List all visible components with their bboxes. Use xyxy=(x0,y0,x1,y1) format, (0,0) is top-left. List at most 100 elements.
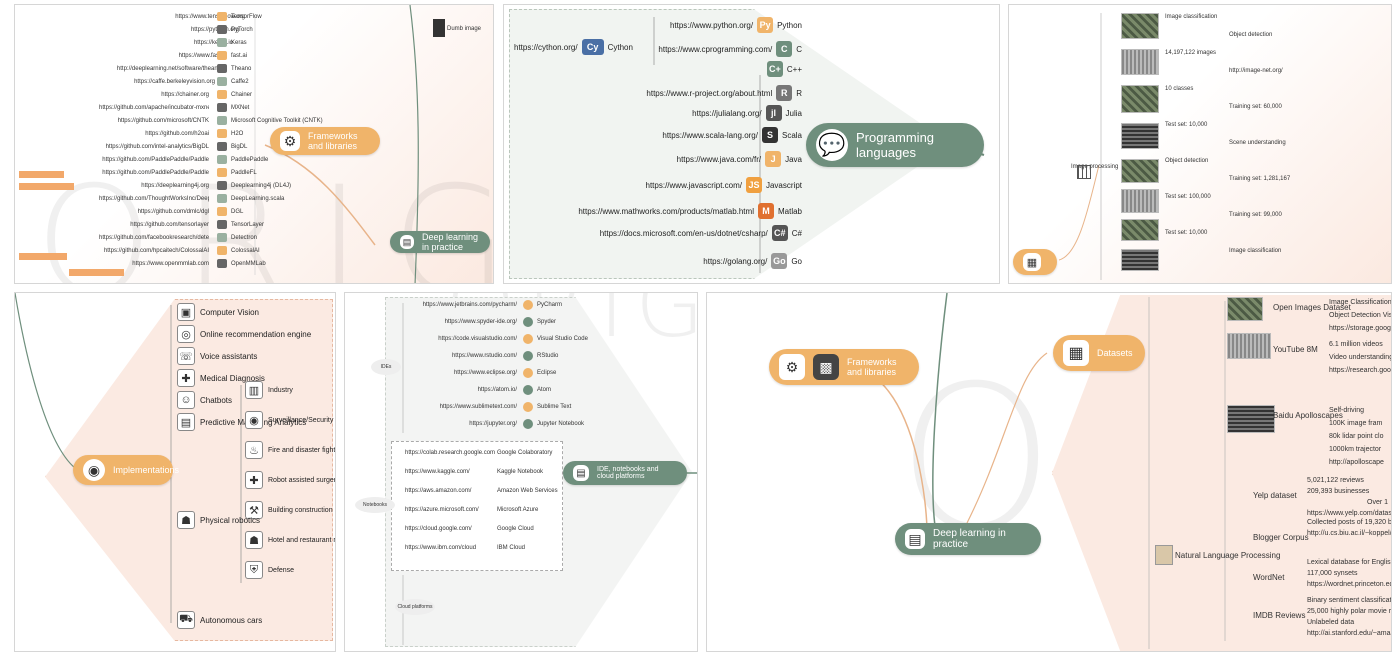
ide-name[interactable]: Spyder xyxy=(537,319,557,325)
framework-name[interactable]: Keras xyxy=(231,40,247,46)
language-url[interactable]: https://www.mathworks.com/products/matla… xyxy=(578,206,754,216)
framework-name[interactable]: Detectron xyxy=(231,235,258,241)
cloud-url[interactable]: https://www.kaggle.com/ xyxy=(405,469,470,475)
cloud-name[interactable]: Amazon Web Services xyxy=(497,488,558,494)
framework-name[interactable]: PaddlePaddle xyxy=(231,157,269,163)
ide-name[interactable]: Jupyter Notebook xyxy=(537,421,585,427)
framework-name[interactable]: TensorLayer xyxy=(231,222,265,228)
framework-url[interactable]: http://deeplearning.net/software/theano xyxy=(116,66,221,72)
robotics-item[interactable]: ◉ Surveillance/Security xyxy=(245,411,333,429)
cloud-url[interactable]: https://aws.amazon.com/ xyxy=(405,488,472,494)
programming-languages-hub[interactable]: 💬 Programming languages xyxy=(806,123,984,167)
framework-url[interactable]: https://www.openmmlab.com xyxy=(132,261,209,267)
framework-url[interactable]: https://github.com/PaddlePaddle/Paddle xyxy=(102,170,209,176)
ide-url[interactable]: https://atom.io/ xyxy=(477,387,517,393)
framework-name[interactable]: DGL xyxy=(231,209,244,215)
robotics-item[interactable]: ✚ Robot assisted surgery xyxy=(245,471,335,489)
language-row[interactable]: https://www.scala-lang.org/S Scala xyxy=(662,127,802,143)
language-url[interactable]: https://golang.org/ xyxy=(703,256,768,266)
framework-name[interactable]: PyTorch xyxy=(231,27,253,33)
framework-url[interactable]: https://github.com/microsoft/CNTK xyxy=(117,118,209,124)
language-row[interactable]: https://www.cprogramming.com/C C xyxy=(658,41,802,57)
nlp-dataset-name[interactable]: IMDB Reviews xyxy=(1253,611,1306,620)
deep-learning-hub[interactable]: ▤ Deep learning in practice xyxy=(895,523,1041,555)
framework-url[interactable]: https://deeplearning4j.org xyxy=(141,183,209,189)
framework-url[interactable]: https://www.fast.ai xyxy=(178,53,227,59)
framework-name[interactable]: TensorFlow xyxy=(231,14,262,20)
framework-name[interactable]: MXNet xyxy=(231,105,250,111)
cloud-url[interactable]: https://cloud.google.com/ xyxy=(405,526,472,532)
framework-name[interactable]: H2O xyxy=(231,131,244,137)
robotics-item[interactable]: ♨ Fire and disaster fighting xyxy=(245,441,335,459)
ide-url[interactable]: https://code.visualstudio.com/ xyxy=(438,336,517,342)
datasets-hub[interactable]: ▦ Datasets xyxy=(1053,335,1145,371)
nlp-dataset-name[interactable]: Blogger Corpus xyxy=(1253,533,1309,542)
ide-url[interactable]: https://www.jetbrains.com/pycharm/ xyxy=(422,302,517,308)
framework-name[interactable]: Deeplearning4j (DL4J) xyxy=(231,183,292,189)
robotics-item[interactable]: ⚒ Building construction xyxy=(245,501,333,519)
framework-name[interactable]: ColossalAI xyxy=(231,248,260,254)
framework-url[interactable]: https://github.com/ThoughtWorksInc/DeepL… xyxy=(99,196,209,202)
physical-robotics-item[interactable]: ☗ Physical robotics xyxy=(177,511,260,529)
framework-name[interactable]: Caffe2 xyxy=(231,79,249,85)
cloud-name[interactable]: Microsoft Azure xyxy=(497,507,539,513)
language-row[interactable]: https://golang.org/Go Go xyxy=(703,253,802,269)
ide-url[interactable]: https://www.eclipse.org/ xyxy=(453,370,517,376)
language-url[interactable]: https://www.javascript.com/ xyxy=(645,180,742,190)
framework-url[interactable]: https://github.com/h2oai xyxy=(145,131,209,137)
language-row[interactable]: https://www.javascript.com/JS Javascript xyxy=(645,177,802,193)
cloud-name[interactable]: IBM Cloud xyxy=(497,545,526,551)
framework-name[interactable]: PaddleFL xyxy=(231,170,257,176)
language-row[interactable]: https://cython.org/Cy Cython xyxy=(514,39,633,55)
cloud-url[interactable]: https://colab.research.google.com/ xyxy=(405,450,495,456)
ide-hub[interactable]: ▤ IDE, notebooks and cloud platforms xyxy=(563,461,687,485)
dataset-name[interactable]: Baidu Apolloscapes xyxy=(1273,411,1343,420)
language-url[interactable]: https://www.java.com/fr/ xyxy=(676,154,762,164)
implementation-item[interactable]: ☏ Voice assistants xyxy=(177,347,257,365)
ide-name[interactable]: Sublime Text xyxy=(537,404,572,410)
framework-url[interactable]: https://keras.io xyxy=(193,40,233,46)
cloud-url[interactable]: https://www.ibm.com/cloud xyxy=(405,545,477,551)
language-url[interactable]: https://www.scala-lang.org/ xyxy=(662,130,758,140)
implementation-item[interactable]: ☺ Chatbots xyxy=(177,391,232,409)
implementation-item[interactable]: ◎ Online recommendation engine xyxy=(177,325,311,343)
ide-name[interactable]: Visual Studio Code xyxy=(537,336,588,342)
framework-url[interactable]: https://chainer.org xyxy=(161,92,209,98)
frameworks-hub[interactable]: ⚙ ▩ Frameworks and libraries xyxy=(769,349,919,385)
framework-name[interactable]: Microsoft Cognitive Toolkit (CNTK) xyxy=(231,118,323,124)
framework-url[interactable]: https://pytorch.org xyxy=(190,27,239,33)
dataset-name[interactable]: Open Images Dataset xyxy=(1273,303,1351,312)
dataset-name[interactable]: YouTube 8M xyxy=(1273,345,1318,354)
robotics-item[interactable]: ☗ Hotel and restaurant robots xyxy=(245,531,335,549)
frameworks-hub[interactable]: ⚙ Frameworks and libraries xyxy=(270,127,380,155)
framework-url[interactable]: https://github.com/facebookresearch/dete… xyxy=(99,235,209,241)
cloud-name[interactable]: Kaggle Notebook xyxy=(497,469,544,475)
language-row[interactable]: https://www.python.org/Py Python xyxy=(670,17,802,33)
framework-url[interactable]: https://www.tensorflow.org xyxy=(175,14,245,20)
implementation-item[interactable]: ✚ Medical Diagnosis xyxy=(177,369,265,387)
language-row[interactable]: https://docs.microsoft.com/en-us/dotnet/… xyxy=(600,225,802,241)
cloud-name[interactable]: Google Colaboratory xyxy=(497,450,553,456)
framework-name[interactable]: fast.ai xyxy=(231,53,248,59)
cloud-url[interactable]: https://azure.microsoft.com/ xyxy=(405,507,479,513)
framework-url[interactable]: https://github.com/intel-analytics/BigDL xyxy=(105,144,209,150)
framework-name[interactable]: DeepLearning.scala xyxy=(231,196,285,202)
ide-name[interactable]: PyCharm xyxy=(537,302,563,308)
robotics-item[interactable]: ▥ Industry xyxy=(245,381,293,399)
ide-name[interactable]: RStudio xyxy=(537,353,559,359)
framework-name[interactable]: OpenMMLab xyxy=(231,261,266,267)
framework-url[interactable]: https://caffe.berkeleyvision.org xyxy=(134,79,215,85)
autonomous-cars-item[interactable]: ⛟ Autonomous cars xyxy=(177,611,262,629)
ide-url[interactable]: https://www.sublimetext.com/ xyxy=(439,404,517,410)
robotics-item[interactable]: ⛨ Defense xyxy=(245,561,294,579)
framework-url[interactable]: https://github.com/tensorlayer xyxy=(130,222,209,228)
ide-url[interactable]: https://www.spyder-ide.org/ xyxy=(444,319,517,325)
ide-name[interactable]: Atom xyxy=(537,387,552,393)
framework-name[interactable]: Theano xyxy=(231,66,252,72)
language-row[interactable]: https://www.r-project.org/about.html R R xyxy=(646,85,802,101)
datasets-hub[interactable]: ▦ xyxy=(1013,249,1057,275)
framework-name[interactable]: Chainer xyxy=(231,92,253,98)
implementations-hub[interactable]: ◉ Implementations xyxy=(73,455,179,485)
language-url[interactable]: https://www.r-project.org/about.html xyxy=(646,88,773,98)
language-url[interactable]: https://docs.microsoft.com/en-us/dotnet/… xyxy=(599,228,768,238)
